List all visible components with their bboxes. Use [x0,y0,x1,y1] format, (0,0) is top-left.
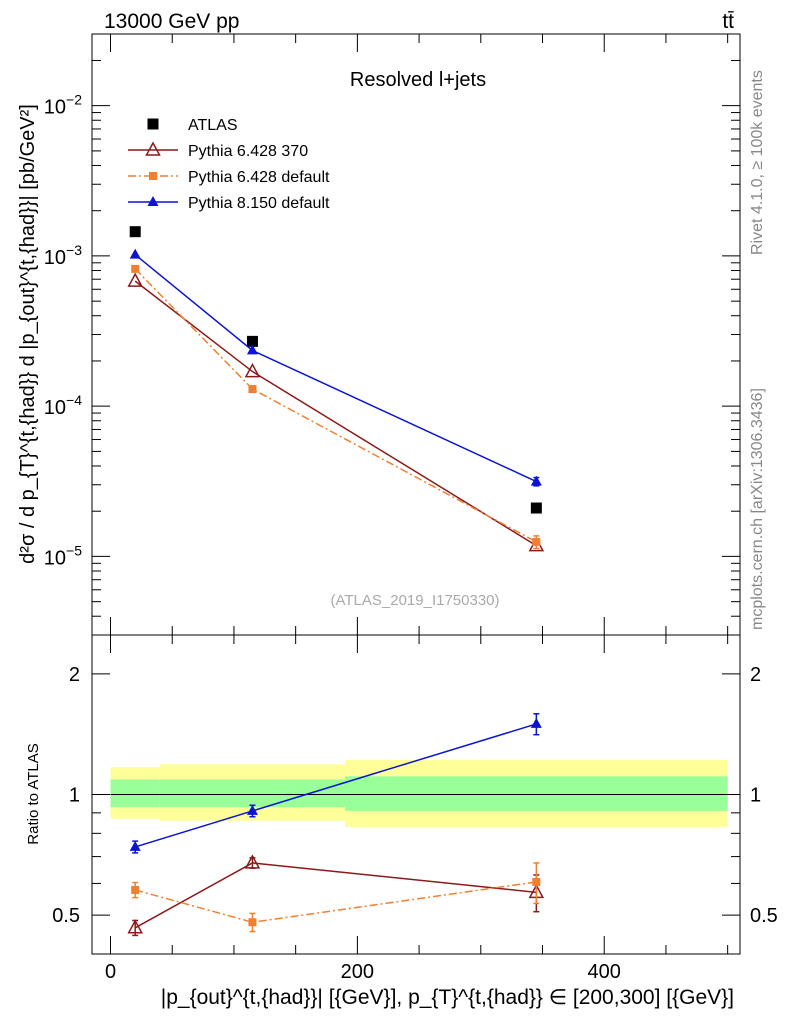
series-line-2 [134,268,537,543]
data-point [129,248,141,259]
data-point [244,854,261,869]
ratio-y-tick-label-right: 0.5 [750,905,778,927]
ratio-y-tick-label: 1 [69,785,80,807]
data-point [246,335,258,347]
legend-marker [147,118,159,130]
analysis-watermark: (ATLAS_2019_I1750330) [330,592,499,609]
legend-label: Pythia 8.150 default [188,195,330,212]
legend-label: Pythia 6.428 default [188,169,330,186]
ratio-y-tick-label: 2 [69,664,80,686]
series-line-1 [135,881,537,924]
data-point [244,362,261,378]
ratio-band-green [345,776,728,811]
data-point [530,717,542,728]
collision-label: 13000 GeV pp [104,10,239,33]
data-point [248,385,257,394]
data-point [131,885,140,894]
data-point [248,918,257,927]
x-tick-label: 400 [588,961,621,983]
series-line-1 [134,280,537,547]
ratio-band-green [110,779,160,808]
ratio-y-tick-label-right: 2 [750,664,761,686]
data-point [532,537,541,546]
data-point [127,272,143,287]
legend-marker [145,141,161,156]
process-label: tt̄ [722,10,734,33]
x-tick-label: 200 [341,961,374,983]
legend-marker [149,172,157,180]
ratio-y-axis-label: Ratio to ATLAS [25,743,42,844]
ratio-band-green [159,779,346,808]
data-point [129,840,141,851]
legend-marker [147,196,159,206]
main-y-axis-label: d²σ / d p_{T}^{t,{had}} d |p_{out}^{t,{h… [17,104,39,564]
data-point [246,344,258,355]
data-point [129,226,141,238]
mcplots-label: mcplots.cern.ch [arXiv:1306.3436] [749,388,766,630]
series-line-0 [134,862,537,929]
data-point [246,804,258,815]
legend: ATLAS Pythia 6.428 370 Pythia 6.428 defaul… [128,117,330,212]
x-tick-label: 0 [105,961,116,983]
main-plot-panel: 10−5 10−4 10−3 10−2 Resolved l+jets (ATLAS_… [17,33,741,636]
data-point [127,919,143,934]
main-y-tick-label: 10−5 [44,542,82,569]
main-plot-title: Resolved l+jets [350,69,486,91]
legend-label: ATLAS [188,117,238,134]
series-line-3 [134,254,537,483]
main-y-tick-label: 10−4 [44,392,82,419]
data-point [131,264,140,273]
data-point [530,502,542,514]
ratio-y-tick-label-right: 1 [750,785,761,807]
ratio-plot-panel: 0.5 0.5 1 1 2 2 0 200 400 Ratio to ATLAS |p_{out… [25,634,778,1009]
x-axis-label: |p_{out}^{t,{had}}| [{GeV}], p_{T}^{t,{h… [161,986,734,1009]
legend-label: Pythia 6.428 370 [188,143,308,160]
data-point [532,877,541,886]
ratio-y-tick-label: 0.5 [52,905,80,927]
data-point [530,475,542,486]
main-y-tick-label: 10−3 [44,242,82,269]
main-y-tick-label: 10−2 [44,92,82,119]
rivet-version-label: Rivet 4.1.0, ≥ 100k events [749,70,766,255]
